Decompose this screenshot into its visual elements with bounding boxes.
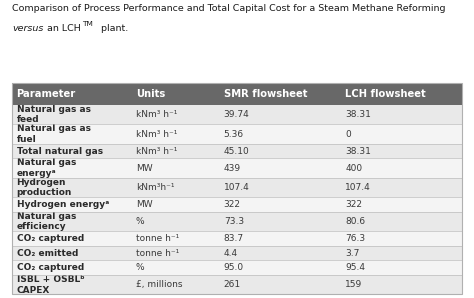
Text: MW: MW <box>136 164 153 173</box>
Text: %: % <box>136 217 145 226</box>
Text: £, millions: £, millions <box>136 280 182 289</box>
Text: Total natural gas: Total natural gas <box>17 147 103 156</box>
Bar <box>12 124 462 144</box>
Text: 73.3: 73.3 <box>224 217 244 226</box>
Text: TM: TM <box>82 21 93 27</box>
Text: 3.7: 3.7 <box>345 249 360 257</box>
Text: 38.31: 38.31 <box>345 147 371 156</box>
Text: CO₂ captured: CO₂ captured <box>17 234 84 243</box>
Text: Natural gas
efficiency: Natural gas efficiency <box>17 212 76 232</box>
Text: 261: 261 <box>224 280 241 289</box>
Text: 83.7: 83.7 <box>224 234 244 243</box>
Bar <box>12 158 462 178</box>
Text: kNm³h⁻¹: kNm³h⁻¹ <box>136 183 174 192</box>
Bar <box>12 83 462 105</box>
Text: Units: Units <box>136 89 165 99</box>
Text: 76.3: 76.3 <box>345 234 365 243</box>
Text: 45.10: 45.10 <box>224 147 249 156</box>
Text: tonne h⁻¹: tonne h⁻¹ <box>136 234 179 243</box>
Text: SMR flowsheet: SMR flowsheet <box>224 89 307 99</box>
Text: 400: 400 <box>345 164 363 173</box>
Text: kNm³ h⁻¹: kNm³ h⁻¹ <box>136 110 177 119</box>
Text: 39.74: 39.74 <box>224 110 249 119</box>
Bar <box>12 83 462 294</box>
Text: Natural gas
energyᵃ: Natural gas energyᵃ <box>17 158 76 178</box>
Text: versus: versus <box>12 24 43 33</box>
Text: CO₂ captured: CO₂ captured <box>17 263 84 272</box>
Bar <box>12 231 462 246</box>
Text: LCH flowsheet: LCH flowsheet <box>345 89 426 99</box>
Bar <box>12 212 462 231</box>
Text: 107.4: 107.4 <box>224 183 249 192</box>
Text: 80.6: 80.6 <box>345 217 365 226</box>
Bar <box>12 105 462 124</box>
Text: 322: 322 <box>224 200 241 209</box>
Text: Comparison of Process Performance and Total Capital Cost for a Steam Methane Ref: Comparison of Process Performance and To… <box>12 4 446 13</box>
Text: kNm³ h⁻¹: kNm³ h⁻¹ <box>136 147 177 156</box>
Text: 38.31: 38.31 <box>345 110 371 119</box>
Bar <box>12 144 462 158</box>
Bar <box>12 260 462 275</box>
Bar <box>12 197 462 212</box>
Text: CO₂ emitted: CO₂ emitted <box>17 249 78 257</box>
Bar <box>12 178 462 197</box>
Text: 322: 322 <box>345 200 362 209</box>
Text: MW: MW <box>136 200 153 209</box>
Text: Natural gas as
feed: Natural gas as feed <box>17 105 91 125</box>
Bar <box>12 275 462 294</box>
Text: 107.4: 107.4 <box>345 183 371 192</box>
Text: 4.4: 4.4 <box>224 249 238 257</box>
Bar <box>12 246 462 260</box>
Text: plant.: plant. <box>98 24 128 33</box>
Text: 95.4: 95.4 <box>345 263 365 272</box>
Text: ISBL + OSBLᵇ
CAPEX: ISBL + OSBLᵇ CAPEX <box>17 275 84 295</box>
Text: 5.36: 5.36 <box>224 130 244 139</box>
Text: 0: 0 <box>345 130 351 139</box>
Text: 159: 159 <box>345 280 363 289</box>
Text: %: % <box>136 263 145 272</box>
Text: kNm³ h⁻¹: kNm³ h⁻¹ <box>136 130 177 139</box>
Text: tonne h⁻¹: tonne h⁻¹ <box>136 249 179 257</box>
Text: Natural gas as
fuel: Natural gas as fuel <box>17 124 91 144</box>
Text: 95.0: 95.0 <box>224 263 244 272</box>
Text: an LCH: an LCH <box>44 24 81 33</box>
Text: Hydrogen energyᵃ: Hydrogen energyᵃ <box>17 200 109 209</box>
Text: Hydrogen
production: Hydrogen production <box>17 178 72 197</box>
Text: Parameter: Parameter <box>17 89 76 99</box>
Text: 439: 439 <box>224 164 241 173</box>
